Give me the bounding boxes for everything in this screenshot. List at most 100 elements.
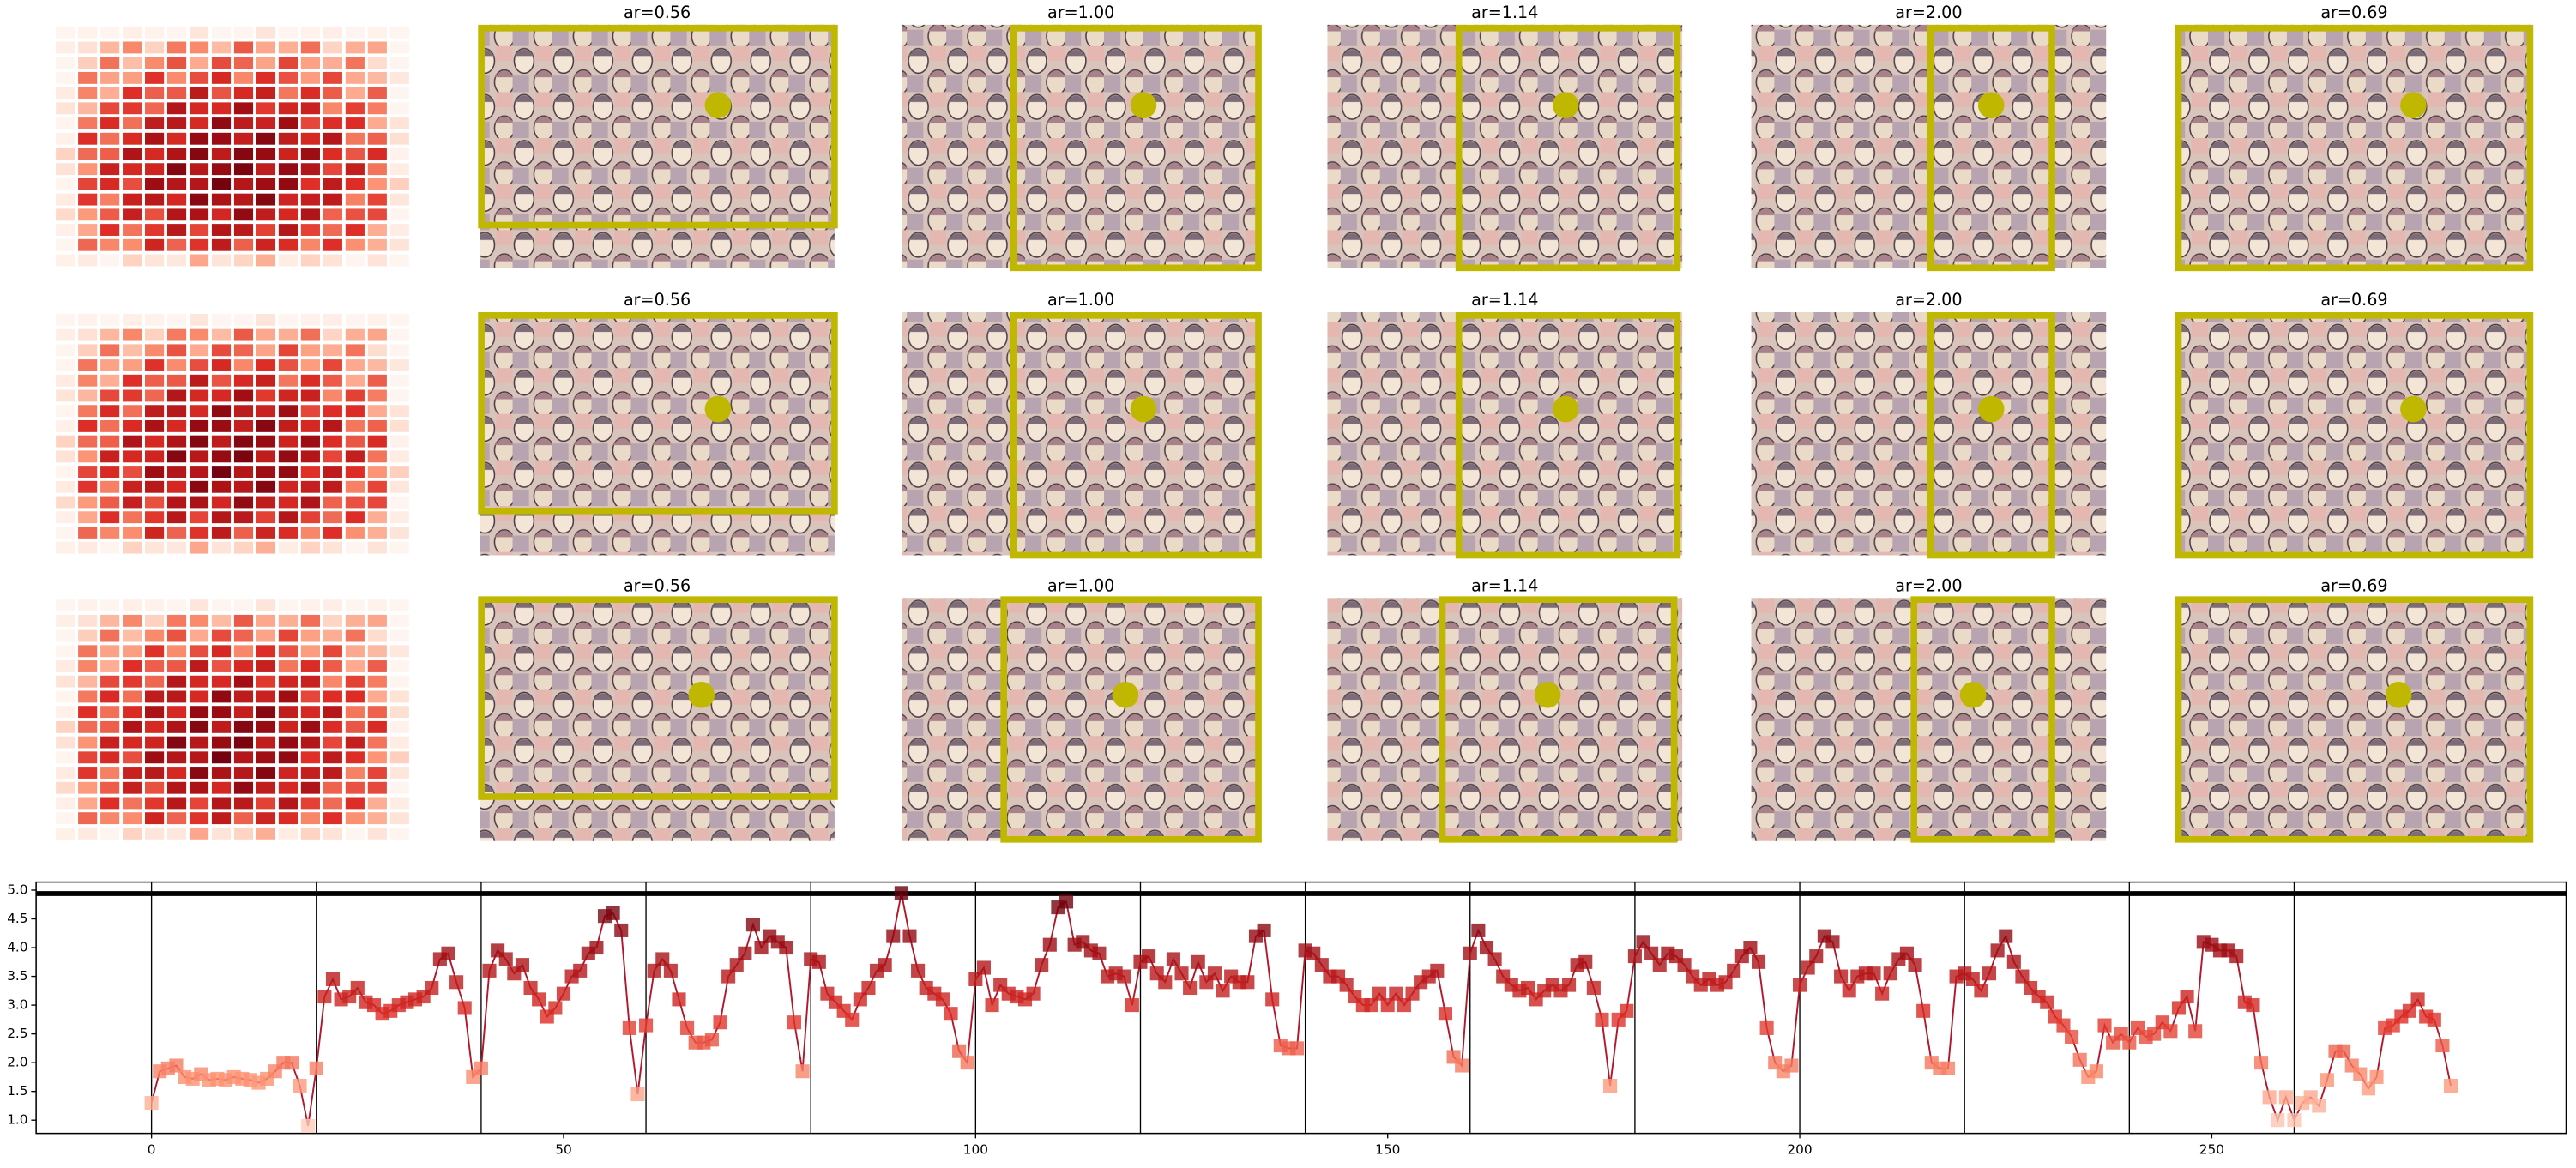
heatmap-cell [211,797,232,810]
marker [1965,972,1980,986]
heatmap-cell [211,767,232,779]
heatmap-cell [145,660,165,672]
heatmap-cell [123,26,142,39]
marker [350,980,365,996]
heatmap-cell [189,720,209,733]
heatmap-cell [256,480,276,493]
heatmap-cell [367,720,387,733]
heatmap-cell [56,660,75,672]
heatmap-cell [345,736,365,749]
heatmap-cell [78,466,98,478]
marker [498,952,513,966]
heatmap-cell [211,344,232,357]
heatmap-cell [389,645,409,658]
heatmap-cell [145,117,165,129]
marker [2147,1027,2162,1041]
heatmap-cell [78,435,98,448]
heatmap-cell [145,496,165,509]
heatmap-cell [166,41,187,54]
marker [1174,966,1189,981]
y-tick-label: 1.0 [7,1112,27,1128]
marker [795,1064,810,1079]
heatmap-cell [233,208,254,221]
panel-title: ar=1.14 [1471,290,1538,310]
heatmap-cell [345,102,365,115]
heatmap-cell [300,450,320,463]
heatmap-cell [166,781,187,794]
heatmap-cell [189,374,209,387]
marker [680,1020,695,1035]
heatmap-cell [367,541,387,554]
heatmap-cell [389,781,409,794]
heatmap-cell [345,132,365,145]
heatmap-cell [278,706,299,719]
heatmap-cell [389,767,409,779]
heatmap-cell [389,450,409,463]
heatmap-cell [145,405,165,418]
heatmap-cell [278,254,299,267]
heatmap-cell [166,313,187,326]
heatmap-cell [166,526,187,539]
heatmap-cell [100,193,120,206]
heatmap-cell [189,344,209,357]
crop-box [1010,312,1262,559]
heatmap-cell [56,466,75,478]
marker [1142,949,1156,964]
heatmap-cell [56,71,75,84]
heatmap-cell [211,690,232,703]
heatmap-cell [323,526,342,539]
heatmap-cell [123,781,142,794]
heatmap-cell [78,526,98,539]
heatmap-cell [278,767,299,779]
heatmap-cell [78,645,98,658]
heatmap-cell [256,751,276,764]
heatmap-cell [278,238,299,251]
heatmap-cell [345,645,365,658]
crop-box [1927,24,2055,272]
heatmap-cell [256,344,276,357]
heatmap-cell [56,178,75,190]
y-tick-label: 2.5 [7,1026,27,1041]
marker [556,986,571,1001]
heatmap-cell [256,254,276,267]
heatmap-cell [300,224,320,236]
crowd-image [2176,598,2532,841]
marker [2369,1069,2384,1084]
heatmap-cell [256,812,276,825]
marker [1940,1061,1956,1075]
marker [1999,929,2013,943]
heatmap-cell [78,706,98,719]
heatmap-cell [233,736,254,749]
heatmap-cell [145,706,165,719]
heatmap-cell [300,163,320,176]
heatmap-cell [345,87,365,99]
marker [1644,946,1659,960]
heatmap-cell [211,163,232,176]
heatmap-cell [256,435,276,448]
marker [1026,986,1041,1001]
heatmap-cell [389,629,409,642]
heatmap-cell [56,675,75,688]
heatmap-cell [389,224,409,236]
crowd-image [1751,598,2107,841]
heatmap-cell [300,511,320,524]
heatmap-cell [211,132,232,145]
y-tick-label: 1.5 [7,1083,27,1099]
heatmap-cell [300,87,320,99]
heatmap-cell [211,720,232,733]
heatmap-cell [56,163,75,176]
marker [952,1044,967,1058]
marker [968,972,983,986]
heatmap-cell [189,224,209,236]
heatmap-cell [189,405,209,418]
marker [1306,946,1321,960]
heatmap-cell [233,87,254,99]
heatmap-cell [211,254,232,267]
heatmap-cell [145,193,165,206]
heatmap-cell [211,328,232,341]
heatmap-cell [323,645,342,658]
heatmap-cell [233,224,254,236]
marker [1801,960,1815,975]
heatmap-cell [233,389,254,402]
marker [317,989,332,1004]
